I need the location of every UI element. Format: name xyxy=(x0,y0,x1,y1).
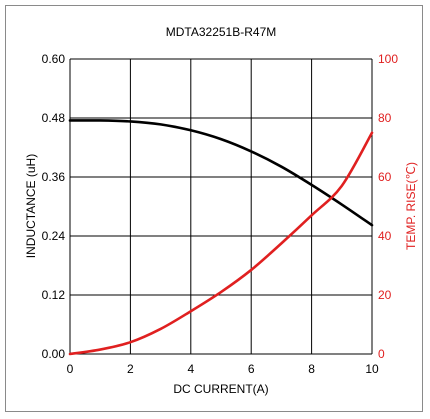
y-left-axis-label: INDUCTANCE (uH) xyxy=(24,154,38,258)
x-tick-label: 6 xyxy=(248,362,255,376)
y-right-tick-label: 0 xyxy=(378,347,385,361)
y-left-tick-label: 0.12 xyxy=(42,288,66,302)
x-tick-label: 8 xyxy=(308,362,315,376)
y-left-tick-label: 0.36 xyxy=(42,170,66,184)
y-right-tick-label: 20 xyxy=(378,288,392,302)
y-right-tick-label: 100 xyxy=(378,52,398,66)
x-tick-label: 0 xyxy=(67,362,74,376)
series-layer xyxy=(68,119,374,356)
x-tick-label: 4 xyxy=(187,362,194,376)
y-right-tick-label: 60 xyxy=(378,170,392,184)
ticks: 0 2 4 6 8 10 0.00 0.12 0.24 0.36 0.48 0.60 0 20 40 60 80… xyxy=(42,52,399,376)
grid xyxy=(69,58,373,355)
chart-title: MDTA32251B-R47M xyxy=(166,25,276,39)
y-left-tick-label: 0.00 xyxy=(42,347,66,361)
y-left-tick-label: 0.60 xyxy=(42,52,66,66)
y-right-tick-label: 80 xyxy=(378,111,392,125)
y-right-tick-label: 40 xyxy=(378,229,392,243)
x-tick-label: 10 xyxy=(365,362,379,376)
x-axis-label: DC CURRENT(A) xyxy=(173,382,268,396)
x-tick-label: 2 xyxy=(127,362,134,376)
temp-rise-series-line xyxy=(68,131,374,356)
inductance-series-line xyxy=(68,119,374,227)
y-right-axis-label: TEMP. RISE(℃) xyxy=(404,162,418,250)
chart-frame xyxy=(5,5,423,412)
y-left-tick-label: 0.24 xyxy=(42,229,66,243)
y-left-tick-label: 0.48 xyxy=(42,111,66,125)
